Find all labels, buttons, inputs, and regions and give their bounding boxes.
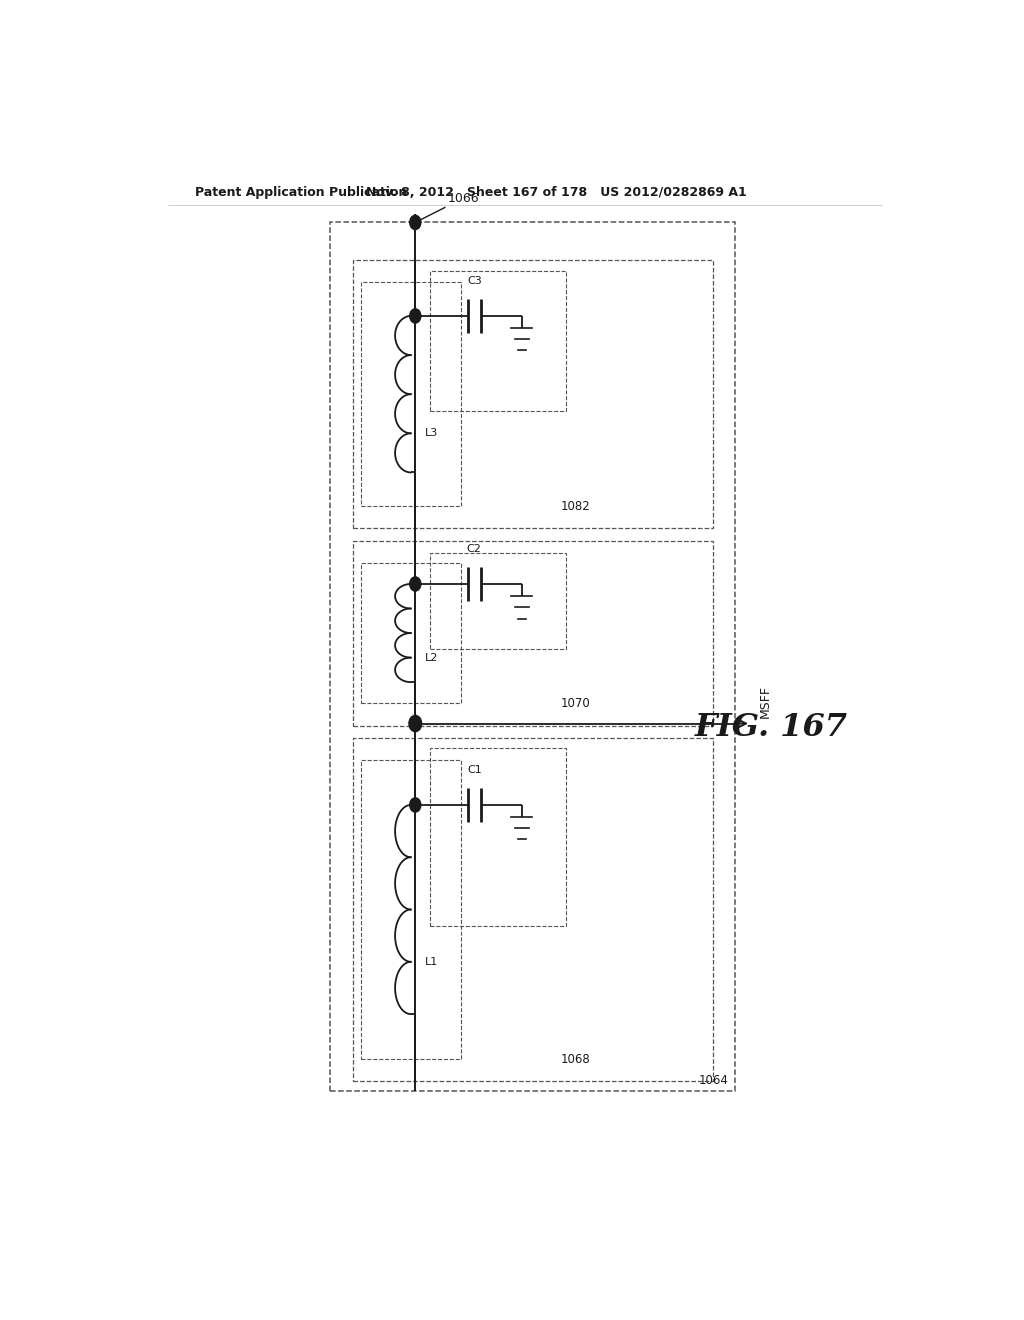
Bar	[331, 223, 735, 1092]
Text: FIG. 167: FIG. 167	[694, 711, 847, 743]
Text: 1070: 1070	[561, 697, 591, 710]
Text: L1: L1	[425, 957, 438, 966]
Text: 1082: 1082	[561, 500, 591, 513]
Circle shape	[410, 577, 421, 591]
Text: C2: C2	[467, 544, 481, 554]
Text: Patent Application Publication: Patent Application Publication	[196, 186, 408, 199]
Circle shape	[410, 215, 421, 230]
Text: MSFF: MSFF	[759, 685, 772, 718]
Bar	[430, 272, 566, 411]
Circle shape	[410, 797, 421, 812]
Text: L3: L3	[425, 428, 438, 438]
Bar	[360, 562, 462, 704]
Bar	[360, 282, 462, 506]
Bar	[430, 553, 566, 649]
Text: 1064: 1064	[699, 1074, 729, 1088]
Bar	[352, 260, 713, 528]
Text: 1068: 1068	[561, 1053, 591, 1067]
Text: L2: L2	[425, 652, 438, 663]
Text: C3: C3	[467, 276, 481, 286]
Circle shape	[409, 715, 422, 731]
Text: 1066: 1066	[447, 193, 479, 205]
Circle shape	[410, 309, 421, 323]
Bar	[352, 738, 713, 1081]
Text: Nov. 8, 2012   Sheet 167 of 178   US 2012/0282869 A1: Nov. 8, 2012 Sheet 167 of 178 US 2012/02…	[367, 186, 746, 199]
Bar	[360, 760, 462, 1059]
Bar	[430, 747, 566, 927]
Text: C1: C1	[467, 766, 481, 775]
Bar	[352, 541, 713, 726]
